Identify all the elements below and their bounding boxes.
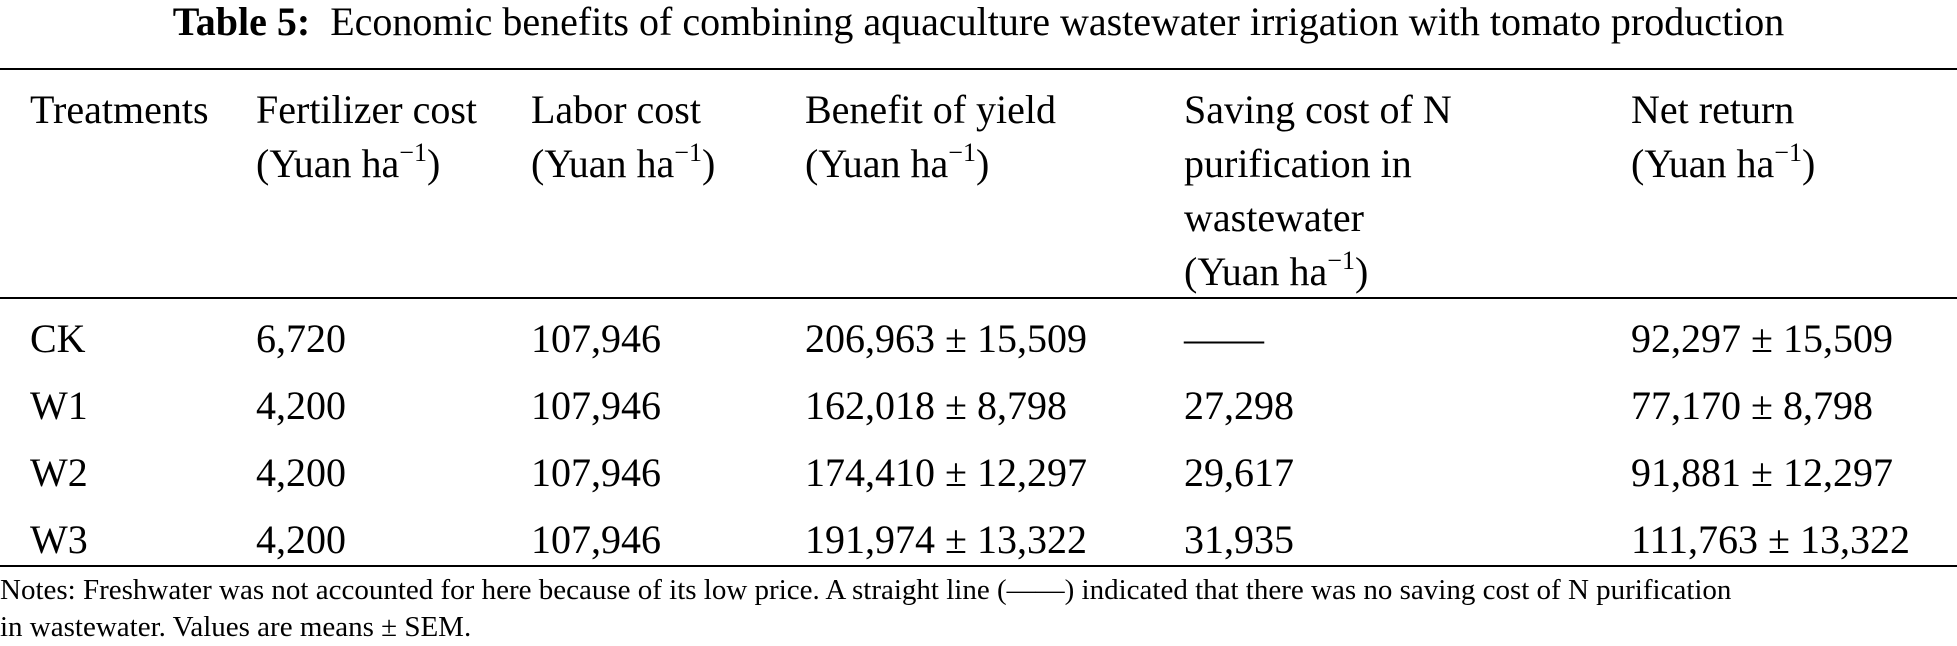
header-rule bbox=[0, 297, 1957, 299]
cell-treatment: W3 bbox=[30, 517, 88, 562]
cell-benefit-of-yield: 206,963 ± 15,509 bbox=[805, 316, 1087, 361]
table-caption: Table 5: Economic benefits of combining … bbox=[0, 0, 1957, 44]
header-saving-cost-n-purification: Saving cost of N purification in wastewa… bbox=[1184, 87, 1452, 294]
cell-benefit-of-yield: 174,410 ± 12,297 bbox=[805, 450, 1087, 495]
table-notes: Notes: Freshwater was not accounted for … bbox=[0, 572, 1957, 646]
cell-fertilizer-cost: 4,200 bbox=[256, 450, 346, 495]
cell-benefit-of-yield: 191,974 ± 13,322 bbox=[805, 517, 1087, 562]
notes-line-1: Notes: Freshwater was not accounted for … bbox=[0, 574, 1732, 606]
cell-labor-cost: 107,946 bbox=[531, 383, 661, 428]
cell-saving-cost: —— bbox=[1184, 316, 1264, 361]
cell-labor-cost: 107,946 bbox=[531, 316, 661, 361]
header-net-return: Net return (Yuan ha−1) bbox=[1631, 87, 1816, 186]
header-labor-cost: Labor cost (Yuan ha−1) bbox=[531, 87, 716, 186]
cell-labor-cost: 107,946 bbox=[531, 517, 661, 562]
table-label: Table 5: bbox=[172, 0, 311, 44]
cell-net-return: 91,881 ± 12,297 bbox=[1631, 450, 1893, 495]
cell-net-return: 92,297 ± 15,509 bbox=[1631, 316, 1893, 361]
cell-net-return: 111,763 ± 13,322 bbox=[1631, 517, 1910, 562]
table-title: Economic benefits of combining aquacultu… bbox=[330, 0, 1785, 44]
cell-saving-cost: 29,617 bbox=[1184, 450, 1294, 495]
cell-labor-cost: 107,946 bbox=[531, 450, 661, 495]
cell-fertilizer-cost: 4,200 bbox=[256, 383, 346, 428]
cell-benefit-of-yield: 162,018 ± 8,798 bbox=[805, 383, 1067, 428]
cell-treatment: CK bbox=[30, 316, 86, 361]
bottom-rule bbox=[0, 565, 1957, 567]
cell-saving-cost: 27,298 bbox=[1184, 383, 1294, 428]
header-fertilizer-cost: Fertilizer cost (Yuan ha−1) bbox=[256, 87, 478, 186]
top-rule bbox=[0, 68, 1957, 70]
cell-fertilizer-cost: 4,200 bbox=[256, 517, 346, 562]
cell-treatment: W1 bbox=[30, 383, 88, 428]
cell-saving-cost: 31,935 bbox=[1184, 517, 1294, 562]
header-benefit-of-yield: Benefit of yield (Yuan ha−1) bbox=[805, 87, 1057, 186]
cell-treatment: W2 bbox=[30, 450, 88, 495]
header-treatments: Treatments bbox=[30, 87, 209, 132]
cell-fertilizer-cost: 6,720 bbox=[256, 316, 346, 361]
notes-line-2: in wastewater. Values are means ± SEM. bbox=[0, 611, 472, 643]
cell-net-return: 77,170 ± 8,798 bbox=[1631, 383, 1873, 428]
